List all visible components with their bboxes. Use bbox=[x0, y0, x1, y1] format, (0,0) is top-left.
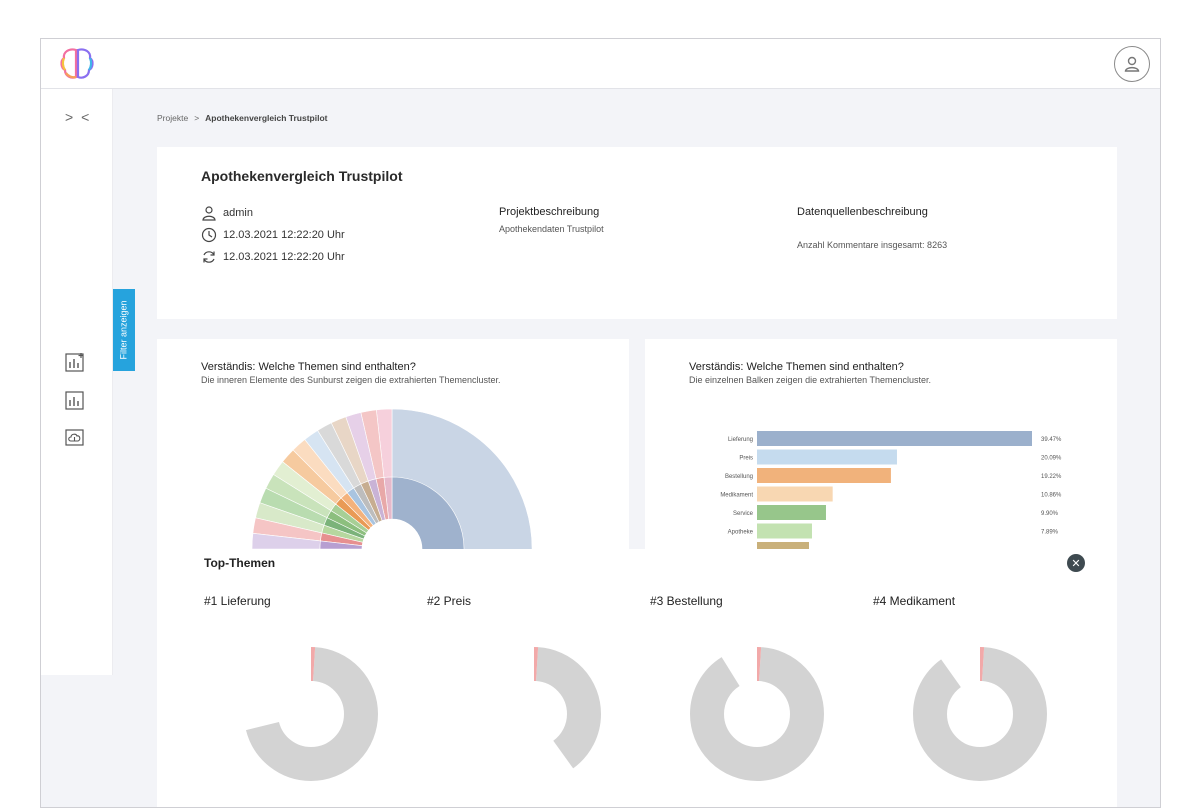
donut-4-segment-rest[interactable] bbox=[913, 647, 1047, 781]
bar-apotheke[interactable] bbox=[757, 523, 812, 539]
bar-value-label: 19.22% bbox=[1041, 474, 1062, 480]
cloud-upload-icon[interactable] bbox=[64, 427, 86, 449]
bar-preis[interactable] bbox=[757, 449, 897, 465]
bar-value-label: 7.89% bbox=[1041, 530, 1059, 536]
donut-4-group bbox=[913, 647, 1047, 781]
breadcrumb-root-link[interactable]: Projekte bbox=[157, 113, 189, 123]
bar-category-label: Apotheke bbox=[728, 530, 754, 536]
bar-value-label: 20.09% bbox=[1041, 456, 1062, 462]
top-theme-1-label: #1 Lieferung bbox=[204, 594, 271, 608]
top-themes-panel: Top-Themen ✕ #1 Lieferung #2 Preis #3 Be… bbox=[157, 549, 1117, 807]
donut-3-group bbox=[690, 647, 824, 781]
sunburst-title: Verständis: Welche Themen sind enthalten… bbox=[201, 361, 416, 373]
donut-1-segment-rest[interactable] bbox=[244, 647, 378, 781]
sidebar: > < bbox=[41, 89, 113, 675]
project-description-text: Apothekendaten Trustpilot bbox=[499, 224, 604, 234]
project-info-card: Apothekenvergleich Trustpilot admin 12.0… bbox=[157, 147, 1117, 319]
datasource-text: Anzahl Kommentare insgesamt: 8263 bbox=[797, 240, 948, 250]
sunburst-chart[interactable] bbox=[157, 339, 629, 559]
donut-chart-3[interactable] bbox=[687, 644, 827, 784]
collapse-sidebar-button[interactable]: > < bbox=[65, 109, 92, 125]
project-created: 12.03.2021 12:22:20 Uhr bbox=[201, 227, 345, 243]
bar-chart-card: Verständis: Welche Themen sind enthalten… bbox=[645, 339, 1117, 559]
updated-date: 12.03.2021 12:22:20 Uhr bbox=[223, 251, 345, 263]
breadcrumb-current: Apothekenvergleich Trustpilot bbox=[205, 113, 328, 123]
sunburst-subtitle: Die inneren Elemente des Sunburst zeigen… bbox=[201, 375, 501, 385]
bar-chart-title: Verständis: Welche Themen sind enthalten… bbox=[689, 361, 904, 373]
sunburst-card: Verständis: Welche Themen sind enthalten… bbox=[157, 339, 629, 559]
bar-category-label: Preis bbox=[739, 456, 753, 462]
donut-2-group bbox=[467, 647, 601, 781]
bar-value-label: 10.86% bbox=[1041, 493, 1062, 499]
close-icon[interactable]: ✕ bbox=[1067, 554, 1085, 572]
user-avatar-button[interactable] bbox=[1114, 46, 1150, 82]
project-updated: 12.03.2021 12:22:20 Uhr bbox=[201, 249, 345, 265]
bar-value-label: 9.90% bbox=[1041, 511, 1059, 517]
datasource-heading: Datenquellenbeschreibung bbox=[797, 206, 928, 218]
bar-value-label: 39.47% bbox=[1041, 437, 1062, 443]
bar-medikament[interactable] bbox=[757, 486, 833, 502]
bar-category-label: Bestellung bbox=[725, 474, 753, 480]
donut-chart-2[interactable] bbox=[464, 644, 604, 784]
brain-logo-icon[interactable] bbox=[59, 47, 95, 81]
created-date: 12.03.2021 12:22:20 Uhr bbox=[223, 229, 345, 241]
top-theme-2-label: #2 Preis bbox=[427, 594, 472, 608]
donut-4-segment-negative[interactable] bbox=[913, 647, 1047, 781]
bar-bestellung[interactable] bbox=[757, 468, 891, 483]
top-themes-title: Top-Themen bbox=[204, 556, 276, 570]
bar-category-label: Medikament bbox=[720, 493, 753, 499]
bar-category-label: Lieferung bbox=[728, 437, 753, 443]
refresh-icon bbox=[203, 251, 215, 263]
app-window: > < Filter anzeigen Projekte > Apothekenve… bbox=[40, 38, 1161, 808]
donut-1-group bbox=[244, 647, 378, 781]
donut-chart-4[interactable] bbox=[910, 644, 1050, 784]
user-icon bbox=[202, 206, 216, 221]
top-theme-4-label: #4 Medikament bbox=[873, 594, 956, 608]
bar-chart: Lieferung 39.47% Preis 20.09% Bestellung 19.2… bbox=[720, 431, 1062, 557]
clock-icon bbox=[201, 227, 217, 243]
donut-chart-1[interactable] bbox=[241, 644, 381, 784]
donut-3-segment-negative[interactable] bbox=[690, 647, 824, 781]
bar-chart-subtitle: Die einzelnen Balken zeigen die extrahie… bbox=[689, 375, 931, 385]
project-description-heading: Projektbeschreibung bbox=[499, 206, 600, 218]
user-icon bbox=[1124, 56, 1140, 72]
breadcrumb: Projekte > Apothekenvergleich Trustpilot bbox=[157, 113, 327, 123]
project-user-name: admin bbox=[223, 207, 253, 219]
donut-2-segment-negative[interactable] bbox=[467, 647, 601, 781]
top-bar bbox=[41, 39, 1160, 89]
bar-category-label: Service bbox=[733, 511, 754, 517]
project-title: Apothekenvergleich Trustpilot bbox=[201, 168, 403, 184]
filter-toggle-tab[interactable]: Filter anzeigen bbox=[113, 289, 135, 371]
donut-2-segment-rest[interactable] bbox=[467, 647, 601, 781]
bar-lieferung[interactable] bbox=[757, 431, 1032, 446]
donut-1-segment-negative[interactable] bbox=[244, 647, 378, 781]
bar-service[interactable] bbox=[757, 505, 826, 520]
project-user: admin bbox=[201, 205, 253, 221]
top-theme-3-label: #3 Bestellung bbox=[650, 594, 723, 608]
chart-add-icon[interactable] bbox=[64, 351, 86, 373]
chart-icon[interactable] bbox=[64, 389, 86, 411]
filter-label: Filter anzeigen bbox=[119, 300, 130, 360]
breadcrumb-separator: > bbox=[194, 113, 200, 123]
donut-3-segment-rest[interactable] bbox=[690, 647, 824, 781]
